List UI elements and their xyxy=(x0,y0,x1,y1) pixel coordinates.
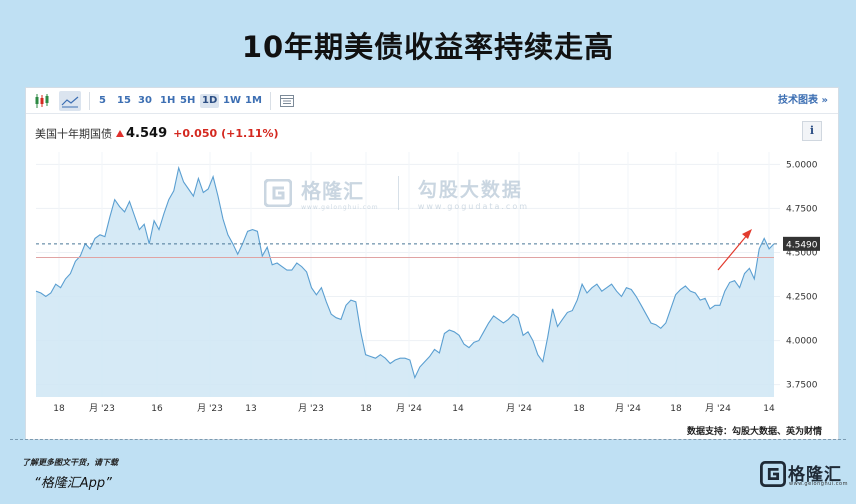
page-title: 10年期美债收益率持续走高 xyxy=(241,30,615,64)
y-tick-label: 4.2500 xyxy=(786,293,818,303)
toolbar-separator xyxy=(270,92,271,110)
x-tick-label: 14 xyxy=(452,404,464,414)
y-tick-label: 5.0000 xyxy=(786,160,818,170)
price-change: +0.050 xyxy=(173,127,218,140)
period-5[interactable]: 5 xyxy=(99,95,106,106)
info-button[interactable]: i xyxy=(802,121,822,141)
watermark-provider: 勾股大数据 www.gogudata.com xyxy=(418,175,529,211)
x-tick-label: 月 '23 xyxy=(298,403,324,414)
y-tick-label: 4.7500 xyxy=(786,204,818,214)
x-tick-label: 月 '23 xyxy=(197,403,223,414)
period-15[interactable]: 15 xyxy=(117,95,131,106)
last-price: 4.549 xyxy=(126,126,168,141)
period-1h[interactable]: 1H xyxy=(160,95,176,106)
x-tick-label: 月 '24 xyxy=(396,403,422,414)
tech-chart-link[interactable]: 技术图表 » xyxy=(778,95,828,106)
x-tick-label: 18 xyxy=(360,404,372,414)
watermark-provider-name: 勾股大数据 xyxy=(417,179,523,201)
price-change-percent: (+1.11%) xyxy=(221,127,279,140)
quote-row: 美国十年期国债 4.549 +0.050 (+1.11%) xyxy=(35,123,279,141)
x-tick-label: 18 xyxy=(573,404,585,414)
info-icon: i xyxy=(809,124,815,137)
footer-logo: 格隆汇 www.gelonghui.com xyxy=(760,459,847,489)
candlestick-icon[interactable] xyxy=(34,93,50,109)
x-tick-label: 18 xyxy=(670,404,682,414)
data-source: 数据支持：勾股大数据、英为财情 xyxy=(686,427,822,437)
series-line xyxy=(35,165,775,380)
footer-logo-url: www.gelonghui.com xyxy=(789,481,848,487)
gelonghui-logo-icon xyxy=(760,461,786,487)
chart-card: 5.0000 4.7500 4.5000 4.2500 4.0000 3.7500 4.54… xyxy=(25,87,839,440)
last-value-badge xyxy=(783,236,820,251)
area-chart-icon xyxy=(61,96,79,108)
footer-note: 了解更多图文干货，请下载 xyxy=(22,458,118,467)
annotation-arrow xyxy=(717,233,749,271)
footer-divider xyxy=(10,439,846,440)
chart-svg: 5.0000 4.7500 4.5000 4.2500 4.0000 3.7500 4.54… xyxy=(35,152,820,414)
period-1m[interactable]: 1M xyxy=(245,95,262,106)
watermark-brand-url: www.gelonghui.com xyxy=(301,204,379,211)
y-tick-label: 3.7500 xyxy=(786,381,818,391)
x-tick-label: 月 '24 xyxy=(506,403,532,414)
up-arrow-icon xyxy=(116,130,124,137)
x-tick-label: 14 xyxy=(763,404,775,414)
watermark: 格隆汇 www.gelonghui.com 勾股大数据 www.gogudata… xyxy=(264,175,529,215)
y-tick-label: 4.5000 xyxy=(786,248,818,258)
period-30[interactable]: 30 xyxy=(138,95,152,106)
x-tick-label: 月 '23 xyxy=(89,403,115,414)
instrument-name: 美国十年期国债 xyxy=(35,127,112,141)
watermark-divider xyxy=(397,176,399,210)
watermark-brand: 格隆汇 www.gelonghui.com xyxy=(301,175,379,211)
last-value-label: 4.5490 xyxy=(786,240,818,250)
x-tick-label: 月 '24 xyxy=(705,403,731,414)
footer-logo-text: 格隆汇 xyxy=(788,465,842,485)
period-1d[interactable]: 1D xyxy=(200,94,220,108)
annotation-arrow-head xyxy=(742,229,752,239)
footer-app-name: “格隆汇App” xyxy=(34,476,112,491)
area-fill xyxy=(36,167,774,397)
x-tick-label: 16 xyxy=(151,404,163,414)
table-icon[interactable] xyxy=(279,93,295,109)
period-5h[interactable]: 5H xyxy=(180,95,196,106)
watermark-brand-name: 格隆汇 xyxy=(301,179,365,203)
x-tick-label: 18 xyxy=(53,404,65,414)
chart-toolbar: 5 15 30 1H 5H 1D 1W 1M 技术图表 » xyxy=(26,88,838,114)
watermark-provider-url: www.gogudata.com xyxy=(417,202,530,211)
toolbar-separator xyxy=(89,92,90,110)
area-chart-button[interactable] xyxy=(59,91,81,111)
x-tick-label: 月 '24 xyxy=(615,403,641,414)
period-1w[interactable]: 1W xyxy=(223,95,241,106)
gelonghui-logo-icon xyxy=(264,179,292,207)
y-tick-label: 4.0000 xyxy=(786,337,818,347)
x-tick-label: 13 xyxy=(245,404,256,414)
